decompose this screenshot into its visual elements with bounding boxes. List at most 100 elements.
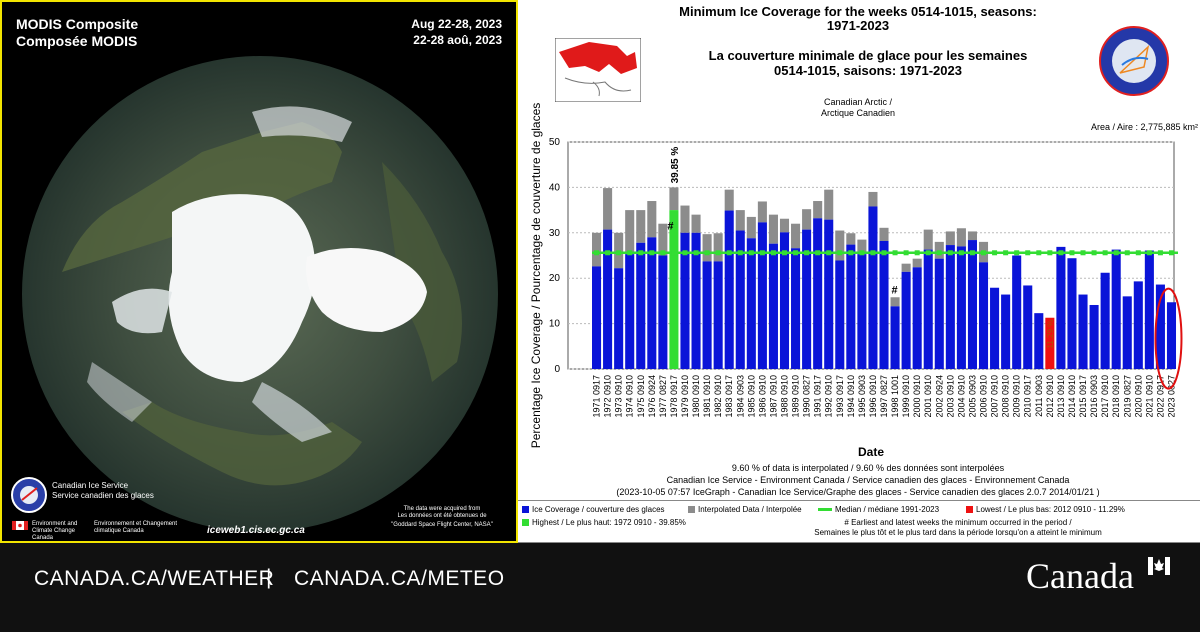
ice-coverage-bar bbox=[1144, 250, 1154, 369]
interpolated-bar bbox=[691, 214, 701, 233]
interpolated-bar bbox=[735, 210, 745, 231]
x-tick-label: 2001 0910 bbox=[923, 375, 933, 418]
x-tick-label: 1994 0910 bbox=[846, 375, 856, 418]
ice-coverage-bar bbox=[824, 219, 834, 369]
x-tick-label: 2000 0910 bbox=[912, 375, 922, 418]
ice-coverage-bar bbox=[1100, 272, 1110, 369]
highest-label: 39.85 % bbox=[670, 147, 681, 184]
legend-median: Median / médiane 1991-2023 bbox=[818, 505, 939, 514]
y-tick-label: 20 bbox=[549, 273, 561, 284]
ice-coverage-bar bbox=[1045, 317, 1055, 369]
interpolated-bar bbox=[658, 223, 668, 256]
interpolated-bar bbox=[857, 239, 867, 255]
y-tick-label: 40 bbox=[549, 182, 561, 193]
footer-banner: CANADA.CA/WEATHER | CANADA.CA/METEO Cana… bbox=[0, 543, 1200, 632]
ice-coverage-bar bbox=[978, 262, 989, 369]
x-tick-label: 1982 0910 bbox=[713, 375, 723, 418]
modis-credit-src: "Goddard Space Flight Center, NASA" bbox=[391, 522, 493, 528]
x-tick-label: 1985 0910 bbox=[746, 375, 756, 418]
note-version: (2023-10-05 07:57 IceGraph - Canadian Ic… bbox=[616, 487, 1100, 497]
ice-coverage-bar bbox=[757, 222, 767, 369]
x-tick-label: 1992 0910 bbox=[824, 375, 834, 418]
median-marker bbox=[981, 250, 987, 256]
median-marker bbox=[781, 250, 787, 256]
median-marker bbox=[770, 250, 776, 256]
ice-coverage-bar bbox=[879, 240, 889, 369]
x-tick-label: 2009 0910 bbox=[1012, 375, 1022, 418]
x-tick-label: 2006 0910 bbox=[979, 375, 989, 418]
median-marker bbox=[848, 250, 854, 256]
ice-coverage-bar bbox=[1067, 258, 1077, 369]
median-marker bbox=[1157, 250, 1163, 256]
median-marker bbox=[1025, 250, 1031, 256]
median-marker bbox=[660, 250, 666, 256]
ice-coverage-bar bbox=[1023, 285, 1033, 369]
legend-ice-label: Ice Coverage / couverture des glaces bbox=[532, 505, 665, 514]
median-marker bbox=[859, 250, 865, 256]
median-marker bbox=[826, 250, 832, 256]
median-marker bbox=[947, 250, 953, 256]
interpolated-bar bbox=[956, 228, 966, 247]
x-tick-label: 2023 0827 bbox=[1166, 375, 1176, 418]
median-marker bbox=[759, 250, 765, 256]
interpolated-bar bbox=[945, 231, 955, 246]
ice-coverage-bar bbox=[945, 245, 955, 369]
x-tick-label: 1976 0924 bbox=[647, 375, 657, 418]
ice-coverage-bar bbox=[956, 246, 966, 369]
y-tick-label: 50 bbox=[549, 137, 561, 148]
median-marker bbox=[969, 250, 975, 256]
ice-coverage-bar bbox=[1056, 246, 1066, 369]
weather-link-fr[interactable]: CANADA.CA/METEO bbox=[294, 567, 505, 590]
median-marker bbox=[892, 250, 898, 256]
ice-coverage-bar bbox=[934, 258, 944, 369]
x-tick-label: 2014 0910 bbox=[1067, 375, 1077, 418]
x-tick-label: 1986 0910 bbox=[757, 375, 767, 418]
interpolated-bar bbox=[768, 214, 778, 244]
median-marker bbox=[870, 250, 876, 256]
ice-coverage-bar bbox=[702, 261, 712, 369]
region-map-icon bbox=[555, 38, 641, 102]
median-marker bbox=[958, 250, 964, 256]
median-marker bbox=[737, 250, 743, 256]
y-tick-label: 0 bbox=[554, 364, 560, 375]
median-marker bbox=[837, 250, 843, 256]
note-interpolated: 9.60 % of data is interpolated / 9.60 % … bbox=[731, 463, 1005, 473]
median-marker bbox=[693, 250, 699, 256]
ice-coverage-bar bbox=[1034, 313, 1044, 369]
x-tick-label: 2013 0910 bbox=[1056, 375, 1066, 418]
ice-coverage-bar bbox=[813, 218, 823, 369]
canada-wordmark: Canada bbox=[1026, 556, 1134, 596]
ice-coverage-bar bbox=[1078, 294, 1088, 369]
x-tick-label: 2003 0910 bbox=[945, 375, 955, 418]
median-marker bbox=[704, 250, 710, 256]
interpolated-bar bbox=[592, 232, 602, 267]
ice-coverage-bar bbox=[669, 210, 679, 369]
x-tick-label: 1973 0910 bbox=[614, 375, 624, 418]
ice-coverage-bar bbox=[1122, 296, 1132, 369]
canada-flag-icon bbox=[12, 521, 28, 530]
median-marker bbox=[671, 250, 677, 256]
interpolated-bar bbox=[669, 187, 679, 211]
x-tick-label: 1983 0917 bbox=[724, 375, 734, 418]
interpolated-bar bbox=[603, 188, 613, 230]
legend: Ice Coverage / couverture des glaces Int… bbox=[518, 500, 1200, 543]
footer-separator: | bbox=[266, 566, 272, 589]
modis-panel: MODIS Composite Composée MODIS Aug 22-28… bbox=[0, 0, 518, 543]
ice-coverage-bar bbox=[1133, 281, 1143, 369]
median-marker bbox=[936, 250, 942, 256]
median-marker bbox=[925, 250, 931, 256]
modis-credit-en: The data were acquired from bbox=[403, 506, 481, 512]
interpolated-bar bbox=[890, 297, 900, 307]
weather-link-en[interactable]: CANADA.CA/WEATHER bbox=[34, 567, 275, 590]
interpolated-bar bbox=[724, 189, 734, 211]
interpolated-bar bbox=[802, 209, 812, 230]
region-label-fr: Arctique Canadien bbox=[820, 108, 896, 118]
legend-median-label: Median / médiane 1991-2023 bbox=[835, 505, 940, 514]
legend-lowest: Lowest / Le plus bas: 2012 0910 - 11.29% bbox=[966, 505, 1125, 514]
x-tick-label: 2017 0910 bbox=[1100, 375, 1110, 418]
median-marker bbox=[1146, 250, 1152, 256]
x-tick-label: 1993 0917 bbox=[835, 375, 845, 418]
modis-title-en: MODIS Composite bbox=[16, 16, 139, 32]
modis-dept-en: Environment and Climate Change Canada bbox=[32, 521, 78, 541]
legend-median-swatch bbox=[818, 508, 832, 511]
